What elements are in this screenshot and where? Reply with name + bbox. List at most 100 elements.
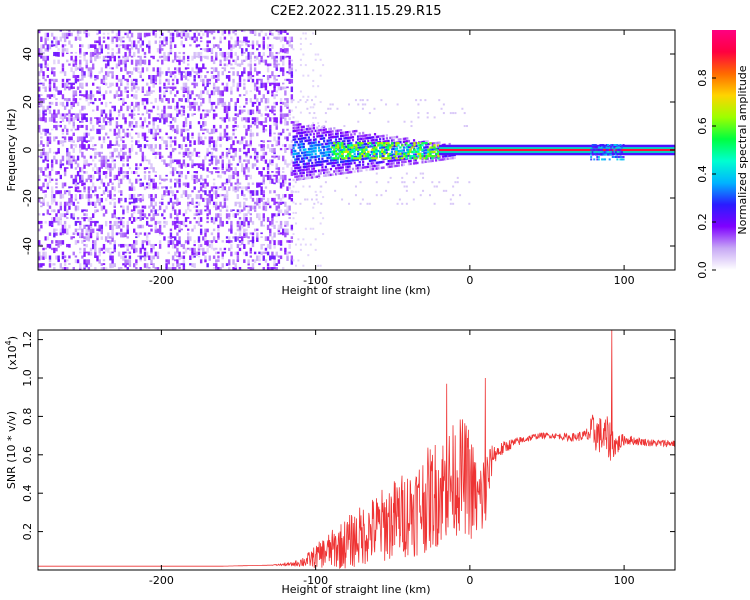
spectrogram-cell [182, 121, 186, 127]
spectrogram-cell [109, 67, 112, 70]
spectrogram-cell [189, 255, 192, 261]
spectrogram-cell [282, 67, 285, 72]
spectrogram-cell [53, 232, 56, 238]
spectrogram-cell [264, 259, 268, 263]
spectrogram-cell [208, 82, 211, 85]
spectrogram-cell [351, 159, 355, 162]
spectrogram-cell [232, 82, 235, 87]
spectrogram-cell [433, 116, 436, 119]
spectrogram-cell [295, 163, 299, 167]
spectrogram-cell [284, 121, 287, 126]
spectrogram-cell [109, 240, 112, 245]
spectrogram-cell [191, 190, 194, 193]
spectrogram-cell [50, 240, 54, 244]
spectrogram-cell [74, 194, 78, 200]
spectrogram-cell [324, 112, 327, 115]
spectrogram-cell [251, 101, 255, 107]
spectrogram-cell [38, 178, 41, 181]
spectrogram-cell [234, 151, 237, 158]
spectrogram-cell [341, 172, 344, 175]
spectrogram-cell [314, 170, 317, 173]
spectrogram-cell [122, 243, 125, 248]
spectrogram-cell [284, 113, 287, 117]
spectrogram-cell [284, 220, 287, 225]
spectrogram-cell [329, 156, 333, 159]
spectrogram-cell [360, 166, 363, 169]
spectrogram-cell [145, 240, 149, 246]
spectrogram-cell [46, 55, 50, 61]
spectrogram-cell [44, 86, 47, 92]
spectrogram-cell [83, 236, 86, 240]
spectrogram-cell [113, 209, 116, 215]
spectrogram-cell [186, 240, 190, 245]
spectrogram-cell [204, 109, 207, 112]
spectrogram-cell [96, 48, 99, 54]
spectrogram-cell [262, 201, 265, 207]
spectrogram-cell [109, 174, 112, 177]
spectrogram-cell [46, 75, 50, 78]
spectrogram-cell [85, 171, 88, 174]
spectrogram-cell [299, 172, 302, 175]
spectrogram-cell [238, 75, 242, 80]
spectrogram-cell [107, 59, 110, 65]
spectrogram-cell [210, 55, 214, 60]
spectrogram-cell [40, 30, 43, 32]
spectrogram-cell [124, 121, 127, 125]
spectrogram-cell [249, 190, 253, 194]
spectrogram-cell [232, 30, 235, 34]
spectrogram-cell [401, 160, 404, 164]
spectrogram-cell [294, 169, 297, 173]
spectrogram-cell [74, 51, 78, 54]
spectrogram-cell [230, 182, 233, 187]
spectrogram-cell [40, 220, 43, 224]
spectrogram-cell [614, 144, 617, 146]
spectrogram-cell [387, 146, 390, 149]
spectrogram-cell [251, 132, 255, 137]
spectrogram-cell [279, 48, 283, 53]
spectrogram-cell [306, 162, 309, 165]
spectrogram-cell [91, 213, 95, 218]
spectrogram-cell [279, 197, 283, 203]
spectrogram-cell [319, 143, 322, 146]
spectrogram-cell [111, 30, 114, 34]
spectrogram-cell [122, 163, 125, 167]
spectrogram-cell [379, 150, 382, 153]
spectrogram-cell [236, 220, 240, 225]
spectrogram-cell [314, 248, 317, 251]
spectrogram-cell [42, 251, 45, 257]
spectrogram-cell [72, 182, 75, 185]
spectrogram-y-tick-label: 20 [21, 95, 34, 109]
spectrogram-cell [292, 201, 295, 204]
spectrogram-cell [61, 144, 65, 147]
spectrogram-cell [425, 142, 428, 145]
spectrogram-cell [223, 128, 227, 133]
spectrogram-cell [297, 163, 300, 167]
spectrogram-cell [70, 201, 73, 205]
spectrogram-cell [393, 155, 396, 158]
spectrogram-cell [128, 259, 132, 263]
spectrogram-cell [89, 194, 93, 199]
spectrogram-cell [341, 152, 344, 156]
spectrogram-cell [599, 148, 602, 151]
spectrogram-cell [193, 255, 196, 258]
spectrogram-cell [83, 240, 86, 242]
spectrogram-cell [150, 194, 153, 198]
spectrogram-cell [193, 224, 196, 230]
spectrogram-cell [53, 51, 56, 57]
spectrogram-cell [79, 232, 82, 238]
spectrogram-cell [240, 40, 244, 44]
spectrogram-cell [100, 155, 104, 160]
spectrogram-cell [57, 243, 60, 248]
spectrogram-cell [238, 224, 242, 230]
spectrogram-cell [180, 194, 183, 199]
spectrogram-cell [607, 151, 610, 154]
spectrogram-cell [199, 167, 203, 170]
spectrogram-cell [273, 59, 276, 65]
spectrogram-cell [184, 151, 188, 156]
spectrogram-cell [191, 82, 194, 86]
spectrogram-cell [331, 153, 334, 156]
spectrogram-cell [238, 94, 242, 97]
spectrogram-cell [191, 228, 194, 232]
spectrogram-cell [217, 71, 220, 77]
spectrogram-cell [63, 190, 67, 195]
